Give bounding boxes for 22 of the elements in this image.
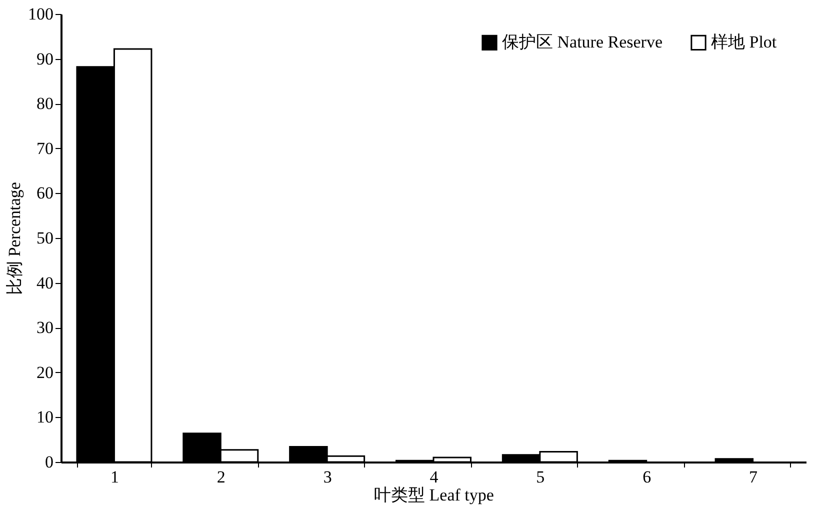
y-tick-label: 70: [36, 138, 54, 158]
x-tick-label: 1: [110, 468, 119, 486]
y-tick-label: 20: [36, 362, 54, 382]
legend-label: 保护区 Nature Reserve: [502, 32, 663, 52]
y-tick-label: 0: [45, 452, 54, 472]
y-tick-label: 40: [36, 273, 54, 292]
y-tick-label: 60: [36, 184, 54, 203]
y-tick-label: 10: [36, 408, 54, 427]
y-tick-label: 30: [36, 318, 54, 338]
x-tick-label: 4: [430, 468, 439, 486]
y-tick-label: 100: [28, 4, 54, 24]
x-tick-label: 7: [749, 468, 758, 486]
legend-label: 样地 Plot: [711, 32, 777, 52]
y-tick-label: 50: [36, 228, 54, 248]
x-tick-label: 2: [216, 468, 226, 486]
y-tick-label: 80: [36, 94, 54, 114]
y-tick-label: 90: [36, 49, 54, 68]
x-axis-title: 叶类型 Leaf type: [374, 486, 494, 504]
y-axis-title: 比例 Percentage: [5, 182, 24, 295]
x-tick-label: 5: [536, 468, 545, 486]
x-tick-label: 3: [323, 468, 332, 486]
x-tick-label: 6: [642, 468, 652, 486]
